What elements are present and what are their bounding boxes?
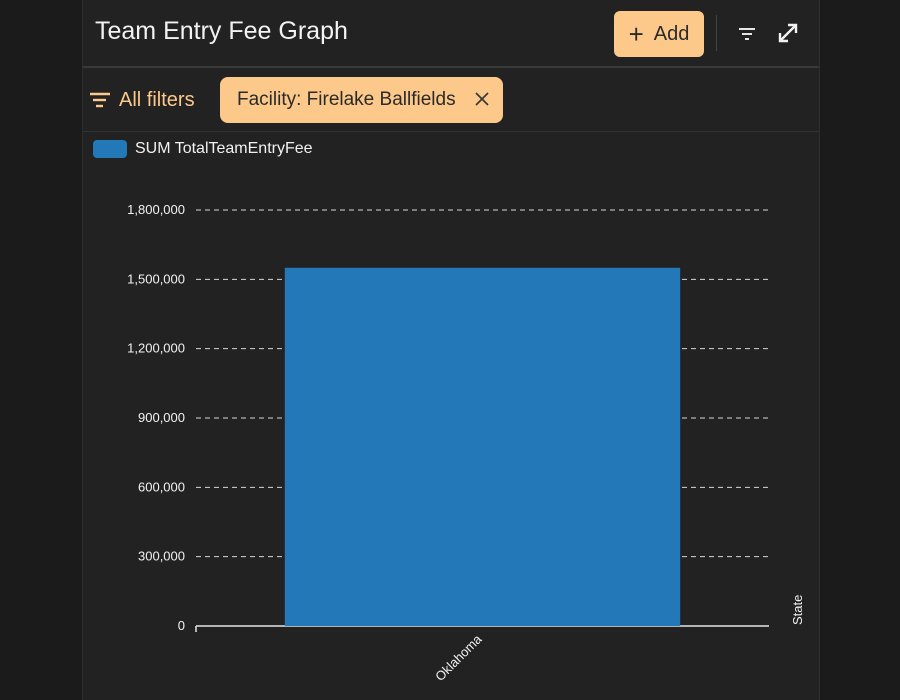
all-filters-button[interactable]: All filters — [89, 87, 195, 113]
y-tick-label: 300,000 — [138, 549, 185, 564]
all-filters-label: All filters — [119, 88, 195, 111]
filter-lines-icon — [90, 92, 110, 108]
y-tick-label: 600,000 — [138, 479, 185, 494]
bar-chart: 0 300,000 600,000 900,000 1,200,000 1,500,000… — [127, 202, 805, 684]
y-tick-label: 900,000 — [138, 410, 185, 425]
close-icon[interactable] — [473, 90, 491, 108]
legend-label: SUM TotalTeamEntryFee — [135, 140, 313, 157]
filter-bar: All filters Facility: Firelake Ballfield… — [83, 68, 819, 132]
header-divider — [716, 15, 717, 51]
y-tick-label: 0 — [178, 618, 185, 633]
chart-panel: Team Entry Fee Graph + Add — [82, 0, 820, 700]
page-title: Team Entry Fee Graph — [95, 17, 348, 45]
y-tick-label: 1,800,000 — [127, 202, 185, 217]
x-tick-label: Oklahoma — [432, 631, 485, 684]
plus-icon: + — [628, 19, 644, 49]
x-axis-label: State — [790, 595, 805, 625]
add-button-label: Add — [653, 22, 690, 45]
filter-icon[interactable] — [734, 20, 760, 46]
y-tick-label: 1,200,000 — [127, 341, 185, 356]
panel-header: Team Entry Fee Graph + Add — [83, 0, 819, 68]
expand-icon[interactable] — [775, 20, 801, 46]
facility-filter-chip[interactable]: Facility: Firelake Ballfields — [220, 77, 503, 123]
bar-oklahoma — [284, 267, 681, 626]
chart-legend: SUM TotalTeamEntryFee — [93, 140, 313, 158]
y-tick-label: 1,500,000 — [127, 271, 185, 286]
filter-chip-label: Facility: Firelake Ballfields — [237, 89, 456, 110]
legend-swatch — [93, 140, 127, 158]
add-button[interactable]: + Add — [614, 11, 704, 57]
